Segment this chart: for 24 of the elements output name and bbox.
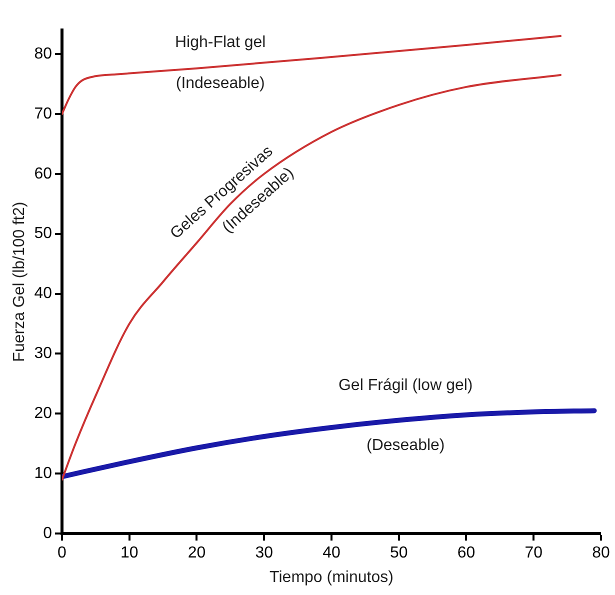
y-axis-title: Fuerza Gel (lb/100 ft2): [11, 202, 28, 362]
y-tick-label: 60: [34, 165, 52, 182]
y-tick-label: 70: [34, 105, 52, 122]
x-tick-label: 60: [457, 544, 476, 562]
x-tick-label: 40: [322, 544, 340, 562]
y-tick-label: 0: [43, 525, 52, 542]
x-tick-label: 80: [592, 544, 610, 562]
x-tick-label: 30: [255, 544, 274, 562]
y-tick-label: 10: [34, 465, 52, 482]
line-series: [62, 74, 562, 481]
text: Gel Frágil (low gel) (Deseable): [338, 377, 473, 454]
y-tick-label: 40: [34, 285, 52, 302]
text: High-Flat gel (Indeseable): [174, 34, 266, 92]
y-tick-label: 20: [34, 405, 52, 422]
y-tick-label: 30: [34, 345, 52, 362]
x-tick-label: 70: [524, 544, 543, 562]
x-tick-label: 50: [390, 544, 408, 562]
x-tick-label: 10: [120, 544, 138, 562]
y-tick-label: 80: [34, 45, 52, 62]
x-tick-label: 20: [188, 544, 206, 562]
y-tick-label: 50: [34, 225, 52, 242]
x-axis-title: Tiempo (minutos): [270, 568, 394, 586]
line-series: [62, 34, 562, 115]
x-tick-label: 0: [58, 544, 67, 562]
